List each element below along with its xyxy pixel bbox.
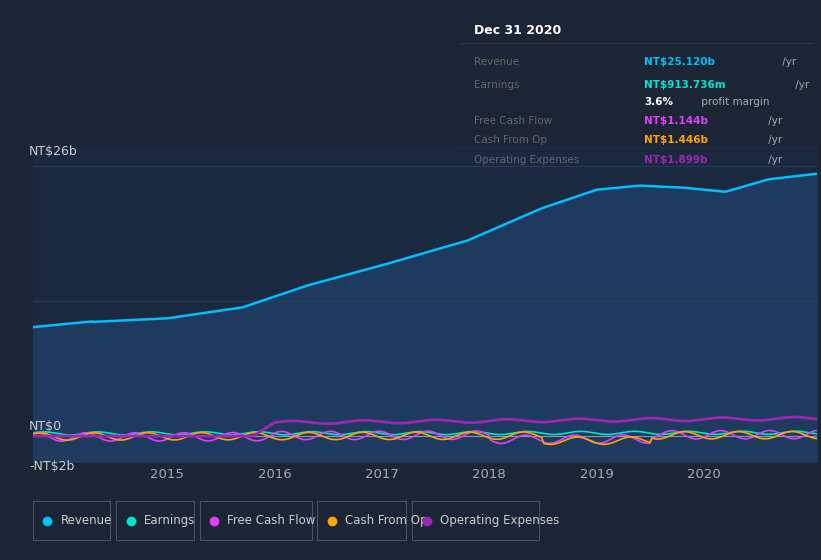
Text: NT$1.144b: NT$1.144b xyxy=(644,116,709,127)
Text: Operating Expenses: Operating Expenses xyxy=(474,155,579,165)
Text: Free Cash Flow: Free Cash Flow xyxy=(227,514,315,528)
Text: 3.6%: 3.6% xyxy=(644,97,673,107)
Text: NT$25.120b: NT$25.120b xyxy=(644,57,715,67)
Text: Revenue: Revenue xyxy=(61,514,112,528)
Text: Earnings: Earnings xyxy=(144,514,195,528)
Text: NT$913.736m: NT$913.736m xyxy=(644,80,726,90)
Text: Dec 31 2020: Dec 31 2020 xyxy=(474,24,562,37)
Text: NT$26b: NT$26b xyxy=(29,146,78,158)
Text: NT$1.899b: NT$1.899b xyxy=(644,155,708,165)
Text: /yr: /yr xyxy=(779,57,796,67)
Text: /yr: /yr xyxy=(765,116,782,127)
Text: Cash From Op: Cash From Op xyxy=(474,136,547,146)
Text: NT$1.446b: NT$1.446b xyxy=(644,136,709,146)
Text: NT$0: NT$0 xyxy=(29,420,62,433)
Text: /yr: /yr xyxy=(792,80,810,90)
Text: Cash From Op: Cash From Op xyxy=(345,514,428,528)
Text: Revenue: Revenue xyxy=(474,57,519,67)
Text: Operating Expenses: Operating Expenses xyxy=(440,514,559,528)
Text: -NT$2b: -NT$2b xyxy=(29,460,74,473)
Text: /yr: /yr xyxy=(765,155,782,165)
Text: Free Cash Flow: Free Cash Flow xyxy=(474,116,552,127)
Text: /yr: /yr xyxy=(765,136,782,146)
Text: Earnings: Earnings xyxy=(474,80,520,90)
Text: profit margin: profit margin xyxy=(698,97,769,107)
